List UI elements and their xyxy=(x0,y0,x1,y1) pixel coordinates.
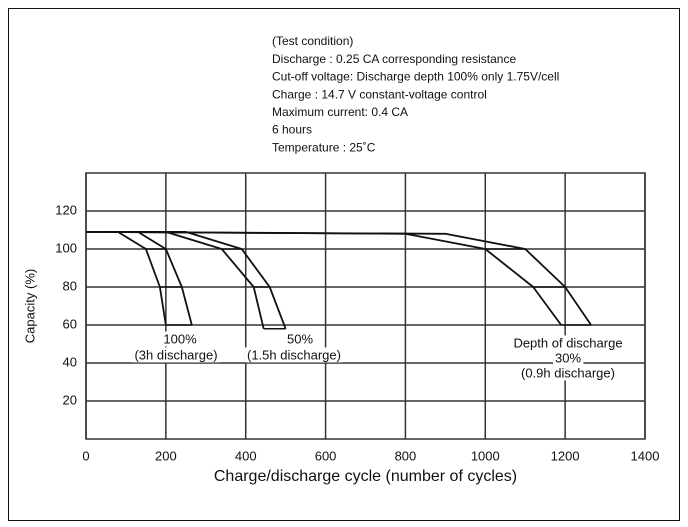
y-tick-label: 80 xyxy=(63,278,77,293)
condition-line: Temperature : 25˚C xyxy=(272,140,376,154)
x-tick-label: 800 xyxy=(395,448,417,463)
condition-line: Discharge : 0.25 CA corresponding resist… xyxy=(272,52,516,66)
grid xyxy=(85,172,646,440)
annotation: 100% xyxy=(163,331,197,346)
condition-line: Cut-off voltage: Discharge depth 100% on… xyxy=(272,70,559,84)
annotation: (1.5h discharge) xyxy=(247,347,341,362)
annotation-bg xyxy=(245,347,343,363)
y-tick-label: 120 xyxy=(55,202,77,217)
x-tick-label: 1400 xyxy=(631,448,660,463)
x-tick-label: 1200 xyxy=(551,448,580,463)
x-tick-label: 0 xyxy=(82,448,89,463)
y-axis-title: Capacity (%) xyxy=(22,269,37,343)
capacity-curve xyxy=(86,230,265,330)
x-tick-label: 1000 xyxy=(471,448,500,463)
capacity-curve xyxy=(86,230,167,326)
annotation-bg xyxy=(284,331,316,347)
x-tick-label: 600 xyxy=(315,448,337,463)
condition-line: (Test condition) xyxy=(272,34,353,48)
marks xyxy=(85,230,592,330)
y-tick-label: 60 xyxy=(63,316,77,331)
y-tick-label: 100 xyxy=(55,240,77,255)
x-tick-label: 400 xyxy=(235,448,257,463)
annotation-bg xyxy=(519,365,617,381)
labels: (Test condition) Discharge : 0.25 CA corr… xyxy=(22,34,659,485)
plot-frame xyxy=(85,172,646,440)
condition-line: Maximum current: 0.4 CA xyxy=(272,105,408,119)
y-tick-label: 40 xyxy=(63,354,77,369)
capacity-curve xyxy=(86,230,287,330)
condition-line: Charge : 14.7 V constant-voltage control xyxy=(272,87,487,101)
x-tick-label: 200 xyxy=(155,448,177,463)
y-tick-label: 20 xyxy=(63,392,77,407)
condition-line: 6 hours xyxy=(272,123,312,137)
annotation-bg xyxy=(132,347,220,363)
annotation-bg xyxy=(552,350,584,366)
annotation-bg xyxy=(511,335,625,351)
annotation: 30% xyxy=(555,350,581,365)
x-axis-title: Charge/discharge cycle (number of cycles… xyxy=(214,468,517,485)
annotation: Depth of discharge xyxy=(513,335,622,350)
frame xyxy=(8,8,680,521)
annotation: (3h discharge) xyxy=(134,347,217,362)
capacity-curve xyxy=(86,230,193,326)
annotation: 50% xyxy=(287,331,313,346)
annotation: (0.9h discharge) xyxy=(521,365,615,380)
annotation-bg xyxy=(161,331,200,347)
